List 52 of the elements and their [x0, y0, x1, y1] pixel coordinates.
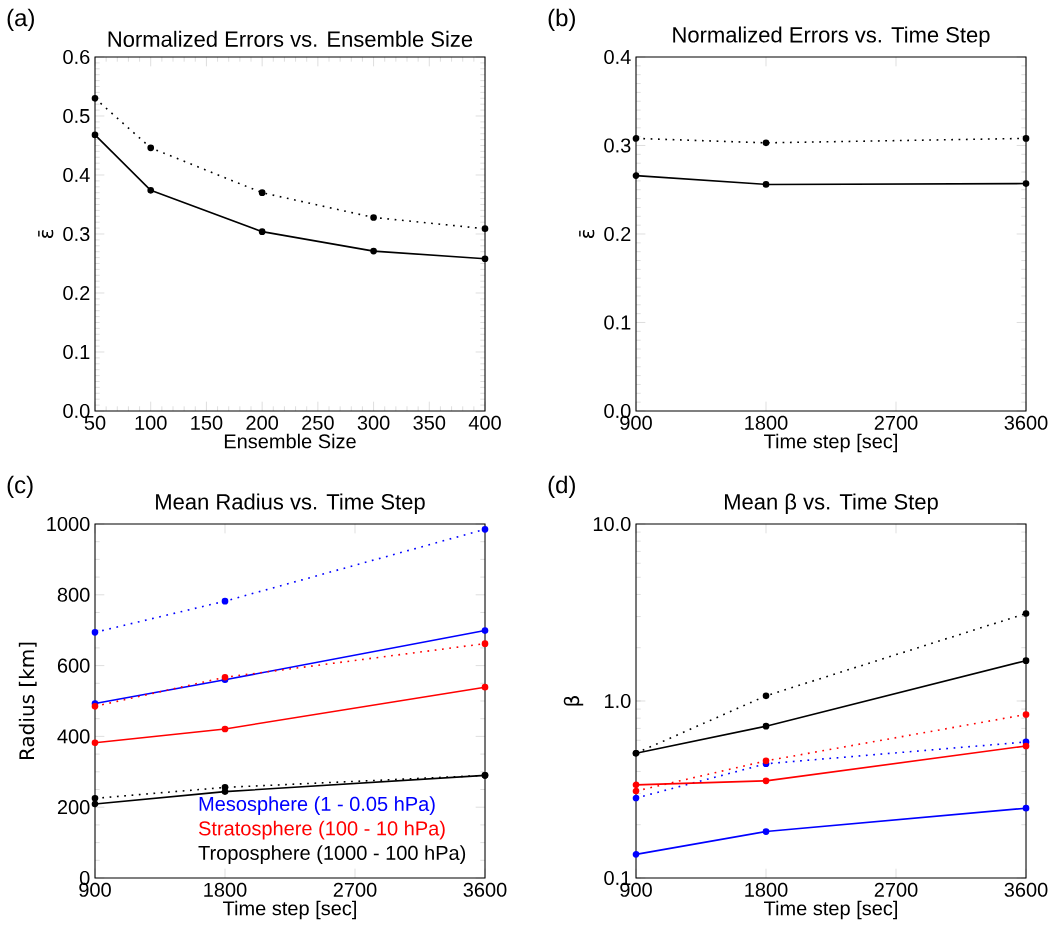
text: Mesosphere (1 - 0.05 hPa): [199, 796, 435, 815]
y-tick-label: 0.2: [604, 226, 631, 242]
chart-title: Mean β vs. Time Step: [725, 493, 938, 514]
chart-title: Normalized Errors vs. Ensemble Size: [108, 30, 473, 47]
x-tick-label: 3600: [1004, 415, 1048, 430]
y-tick-label: 400: [57, 729, 90, 744]
y-tick-label: 0.4: [63, 167, 90, 183]
chart-title: Normalized Errors vs. Time Step: [673, 26, 990, 47]
text: Troposphere (1000 - 100 hPa): [198, 845, 466, 864]
x-tick-label: 1800: [204, 882, 247, 897]
x-tick-label: 250: [302, 415, 334, 430]
x-axis-title: Time step [sec]: [764, 900, 897, 920]
y-axis-title: ε̄: [38, 229, 54, 239]
x-tick-label: 2700: [333, 882, 377, 897]
text: (b): [548, 8, 575, 32]
x-tick-label: 400: [468, 415, 501, 430]
x-tick-label: 1800: [745, 882, 788, 897]
y-tick-label: 0.3: [604, 138, 631, 153]
y-tick-label: 0.3: [63, 226, 90, 242]
x-tick-label: 150: [191, 415, 223, 430]
y-tick-label: 800: [57, 587, 90, 602]
y-axis-title: β: [563, 696, 584, 706]
text: (c): [7, 475, 33, 499]
x-tick-label: 3600: [463, 882, 507, 897]
y-tick-label: 1.0: [605, 693, 631, 709]
y-tick-label: 600: [57, 658, 90, 673]
x-tick-label: 100: [135, 415, 167, 430]
x-tick-label: 350: [413, 415, 446, 430]
y-tick-label: 0.4: [604, 49, 631, 65]
chart-title: Mean Radius vs. Time Step: [156, 493, 425, 514]
y-tick-label: 200: [57, 800, 90, 815]
x-tick-label: 1800: [745, 415, 788, 430]
x-tick-label: 300: [357, 415, 390, 430]
x-axis-title: Time step [sec]: [764, 433, 897, 453]
y-tick-label: 0.2: [63, 285, 90, 301]
x-tick-label: 2700: [874, 882, 918, 897]
x-axis-title: Time step [sec]: [223, 900, 356, 920]
text: (a): [7, 8, 34, 32]
y-tick-label: 0.1: [604, 315, 631, 330]
y-axis-title: ε̄: [579, 229, 595, 239]
text: Stratosphere (100 - 10 hPa): [198, 820, 445, 840]
x-tick-label: 200: [246, 415, 279, 430]
x-tick-label: 3600: [1004, 882, 1048, 897]
x-tick-label: 2700: [874, 415, 918, 430]
y-axis-title: Radius [km]: [18, 642, 37, 760]
y-tick-label: 1000: [47, 516, 90, 532]
x-axis-title: Ensemble Size: [224, 433, 356, 449]
y-tick-label: 0.5: [63, 108, 90, 124]
y-tick-label: 0.6: [63, 49, 90, 65]
text: (d): [548, 475, 575, 499]
y-tick-label: 0.1: [63, 344, 90, 360]
y-tick-label: 10.0: [593, 516, 631, 532]
